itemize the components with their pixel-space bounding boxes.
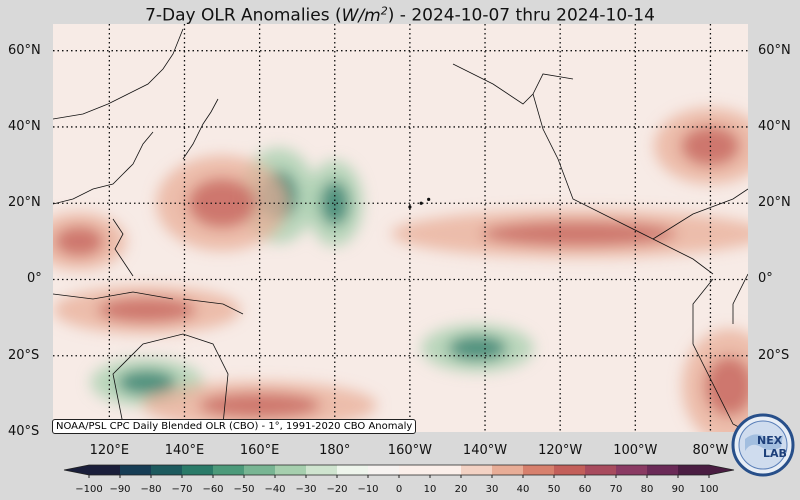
lat-label-right: 20°N xyxy=(758,195,791,211)
anomaly-core-positive xyxy=(98,297,196,323)
coastlines xyxy=(53,28,748,432)
colorbar-tick-label: −20 xyxy=(326,484,348,495)
colorbar-tick-label: 40 xyxy=(516,484,530,495)
coastline xyxy=(53,291,174,300)
anomaly-core-negative xyxy=(117,370,177,395)
island xyxy=(408,205,412,209)
anomaly-core-positive xyxy=(481,221,677,247)
colorbar-bin xyxy=(337,465,369,475)
map-area xyxy=(53,24,748,432)
lon-label: 120°W xyxy=(538,443,583,458)
colorbar xyxy=(63,464,735,478)
colorbar-tick-label: −10 xyxy=(357,484,379,495)
colorbar-bin xyxy=(244,465,276,475)
colorbar-tick-label: 50 xyxy=(547,484,561,495)
coastline xyxy=(182,98,219,160)
colorbar-tick-label: 30 xyxy=(485,484,499,495)
coastline xyxy=(53,28,184,120)
anomaly-core-negative xyxy=(448,335,507,361)
colorbar-bin xyxy=(554,465,586,475)
nexlab-logo: NEX LAB xyxy=(731,413,795,477)
lat-label-right: 20°S xyxy=(758,347,790,363)
coastline xyxy=(732,273,748,324)
colorbar-tick-label: 0 xyxy=(395,484,403,495)
lat-label-left: 20°N xyxy=(8,195,41,211)
colorbar-tick-label: −50 xyxy=(233,484,255,495)
lat-label-right: 60°N xyxy=(758,42,791,58)
colorbar-max-arrow xyxy=(709,465,734,475)
colorbar-bin xyxy=(182,465,214,475)
lat-label-left: 60°N xyxy=(8,42,41,58)
colorbar-tick-label: 80 xyxy=(640,484,654,495)
colorbar-tick-label: 100 xyxy=(699,484,719,495)
colorbar-tick-label: 60 xyxy=(578,484,592,495)
colorbar-tick-label: 10 xyxy=(423,484,437,495)
colorbar-tick-label: −40 xyxy=(264,484,286,495)
colorbar-bin xyxy=(213,465,245,475)
colorbar-tick-label: −90 xyxy=(109,484,131,495)
colorbar-bin xyxy=(275,465,307,475)
anomaly-map xyxy=(53,24,748,432)
colorbar-bin xyxy=(616,465,648,475)
lon-label: 120°E xyxy=(89,443,130,458)
coastline xyxy=(532,93,714,275)
anomaly-field xyxy=(53,107,748,432)
coastline xyxy=(652,188,748,240)
colorbar-tick-label: −60 xyxy=(202,484,224,495)
coastline xyxy=(112,218,134,277)
coastline xyxy=(452,63,574,105)
colorbar-tick-label: −30 xyxy=(295,484,317,495)
colorbar-tick-label: 70 xyxy=(609,484,623,495)
logo-text: NEX xyxy=(757,434,783,447)
source-label: NOAA/PSL CPC Daily Blended OLR (CBO) - 1… xyxy=(52,419,417,434)
colorbar-bin xyxy=(585,465,617,475)
coastline xyxy=(182,298,244,315)
colorbar-bin xyxy=(461,465,493,475)
coastline xyxy=(692,278,748,432)
colorbar-bin xyxy=(306,465,338,475)
colorbar-tick-label: −100 xyxy=(75,484,103,495)
logo-text-2: LAB xyxy=(763,447,787,460)
colorbar-bin xyxy=(523,465,555,475)
colorbar-tick-label: −80 xyxy=(140,484,162,495)
lat-label-left: 0° xyxy=(27,271,42,287)
colorbar-tick-label: 90 xyxy=(671,484,685,495)
colorbar-bin xyxy=(430,465,462,475)
colorbar-min-arrow xyxy=(64,465,89,475)
colorbar-bin xyxy=(89,465,121,475)
anomaly-core-negative xyxy=(320,180,350,226)
colorbar-bin xyxy=(368,465,400,475)
colorbar-bin xyxy=(678,465,710,475)
coastline xyxy=(53,131,154,205)
lat-label-left: 40°N xyxy=(8,118,41,134)
anomaly-core-positive xyxy=(704,356,748,416)
lon-label: 140°E xyxy=(164,443,205,458)
lon-label: 180° xyxy=(319,443,351,458)
island xyxy=(427,197,431,202)
colorbar-bin xyxy=(399,465,431,475)
colorbar-bin xyxy=(151,465,183,475)
gridlines xyxy=(53,24,748,432)
title-units: W/m2 xyxy=(341,4,388,26)
lon-label: 140°W xyxy=(462,443,508,458)
colorbar-bin xyxy=(492,465,524,475)
lat-label-right: 40°N xyxy=(758,118,791,134)
lon-label: 160°E xyxy=(239,443,280,458)
map-title: 7-Day OLR Anomalies (W/m2) - 2024-10-07 … xyxy=(145,4,655,26)
colorbar-tick-label: 20 xyxy=(454,484,468,495)
lat-label-right: 0° xyxy=(758,271,773,287)
lon-label: 100°W xyxy=(613,443,658,458)
anomaly-core-positive xyxy=(54,226,104,257)
lat-label-left: 20°S xyxy=(8,347,40,363)
anomaly-core-positive xyxy=(187,178,257,228)
lat-label-left: 40°S xyxy=(8,424,40,439)
anomaly-core-positive xyxy=(198,392,321,418)
colorbar-bin xyxy=(120,465,152,475)
colorbar-tick-label: −70 xyxy=(171,484,193,495)
lon-label: 80°W xyxy=(692,443,729,458)
colorbar-bin xyxy=(647,465,679,475)
lon-label: 160°W xyxy=(387,443,432,458)
